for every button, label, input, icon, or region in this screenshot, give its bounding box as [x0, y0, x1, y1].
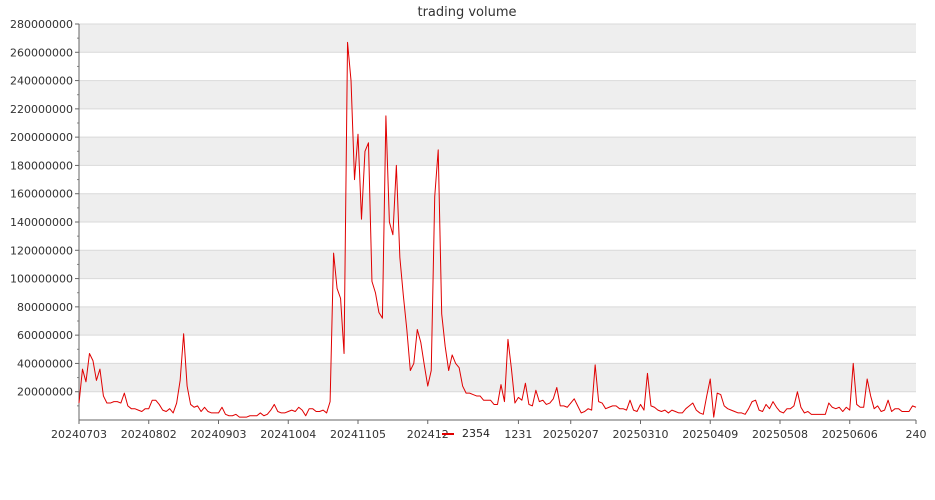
band: [79, 137, 916, 166]
y-tick-label: 60000000: [17, 329, 73, 342]
x-axis: 20240703 20240802 20240903 20241004 20241105…: [51, 419, 927, 441]
x-tick-label: 20250310: [612, 428, 668, 441]
x-tick-label: 20241105: [330, 428, 386, 441]
x-tick-label: 20241004: [260, 428, 316, 441]
y-tick-label: 240000000: [10, 75, 73, 88]
y-tick-label: 100000000: [10, 273, 73, 286]
x-tick-label: 20240802: [121, 428, 177, 441]
y-gridlines: [79, 23, 916, 393]
series-line-2354: [78, 41, 917, 418]
x-tick-label: 20250606: [822, 428, 878, 441]
band: [79, 193, 916, 222]
legend-label: 2354: [462, 427, 490, 440]
y-tick-label: 180000000: [10, 159, 73, 172]
band: [79, 363, 916, 392]
y-tick-label: 140000000: [10, 216, 73, 229]
y-tick-label: 160000000: [10, 188, 73, 201]
y-tick-label: 260000000: [10, 46, 73, 59]
y-tick-label: 220000000: [10, 103, 73, 116]
x-tick-label: 240: [906, 428, 927, 441]
y-tick-label: 120000000: [10, 244, 73, 257]
x-tick-label: 1231: [504, 428, 532, 441]
chart-title: trading volume: [417, 5, 516, 20]
x-tick-label: 20250508: [752, 428, 808, 441]
band: [79, 24, 916, 53]
band: [79, 306, 916, 336]
x-tick-label: 20250207: [543, 428, 599, 441]
x-tick-label: 20240903: [191, 428, 247, 441]
x-tick-label: 20240703: [51, 428, 107, 441]
x-tick-label: 20250409: [682, 428, 738, 441]
y-axis: 20000000 40000000 60000000 80000000 10000000…: [10, 18, 80, 420]
y-tick-label: 280000000: [10, 18, 73, 31]
y-tick-label: 40000000: [17, 357, 73, 370]
y-tick-label: 200000000: [10, 131, 73, 144]
legend: 2354: [442, 427, 490, 440]
band: [79, 80, 916, 109]
x-tick-label: 202412: [407, 428, 449, 441]
y-tick-label: 80000000: [17, 301, 73, 314]
series-layer: [78, 41, 917, 418]
y-tick-label: 20000000: [17, 386, 73, 399]
background-bands: [79, 24, 916, 392]
band: [79, 250, 916, 279]
